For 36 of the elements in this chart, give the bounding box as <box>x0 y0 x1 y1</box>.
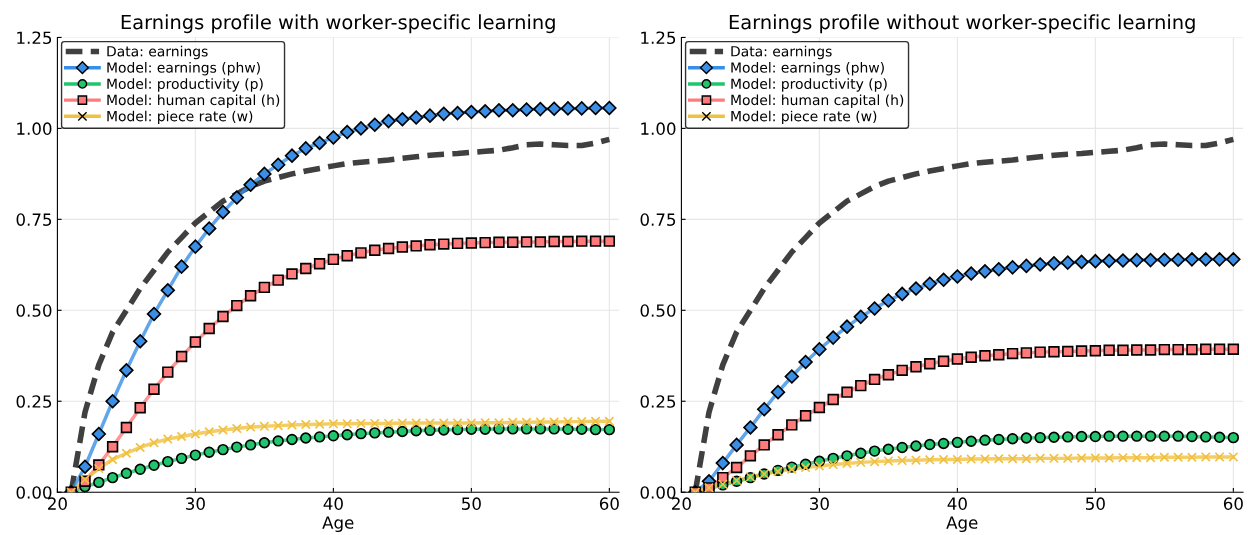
x-tick-label: 30 <box>810 497 829 510</box>
y-tick-label: 1.00 <box>641 122 676 135</box>
legend-label: Model: earnings (phw) <box>731 62 884 76</box>
x-tick-label: 40 <box>947 497 967 510</box>
x-tick-label: 50 <box>462 497 481 510</box>
legend-label: Data: earnings <box>731 45 832 60</box>
y-tick-label: 0.00 <box>16 486 52 499</box>
legend-label: Model: productivity (p) <box>731 78 887 92</box>
y-tick-label: 0.00 <box>640 486 676 499</box>
legend-label: Model: human capital (h) <box>731 94 904 108</box>
y-tick-label: 0.25 <box>16 395 52 408</box>
y-tick-label: 1.25 <box>17 31 52 45</box>
x-tick-label: 30 <box>186 497 205 510</box>
y-tick-label: 0.50 <box>640 304 676 317</box>
legend-label: Model: piece rate (w) <box>731 110 877 125</box>
legend-label: Model: earnings (phw) <box>107 62 260 76</box>
legend-label: Model: piece rate (w) <box>107 110 253 125</box>
y-tick-label: 0.25 <box>640 395 676 408</box>
x-tick-label: 60 <box>1223 497 1243 510</box>
x-tick-label: 50 <box>1086 497 1105 510</box>
legend-label: Model: productivity (p) <box>107 78 263 92</box>
y-tick-label: 1.25 <box>641 31 676 45</box>
x-axis-title: Age <box>322 516 354 533</box>
x-tick-label: 40 <box>323 497 343 510</box>
x-tick-label: 60 <box>599 497 619 510</box>
chart-title: Earnings profile without worker-specific learning <box>729 14 1195 34</box>
legend-label: Model: human capital (h) <box>107 94 280 108</box>
x-tick-label: 20 <box>672 497 691 510</box>
y-tick-label: 0.75 <box>640 213 676 226</box>
y-tick-label: 0.75 <box>16 213 52 226</box>
x-tick-label: 20 <box>48 497 67 510</box>
y-tick-label: 0.50 <box>16 304 52 317</box>
chart-title: Earnings profile with worker-specific learning <box>121 14 555 34</box>
y-tick-label: 1.00 <box>17 122 52 135</box>
x-axis-title: Age <box>946 516 978 533</box>
legend-label: Data: earnings <box>107 45 208 60</box>
